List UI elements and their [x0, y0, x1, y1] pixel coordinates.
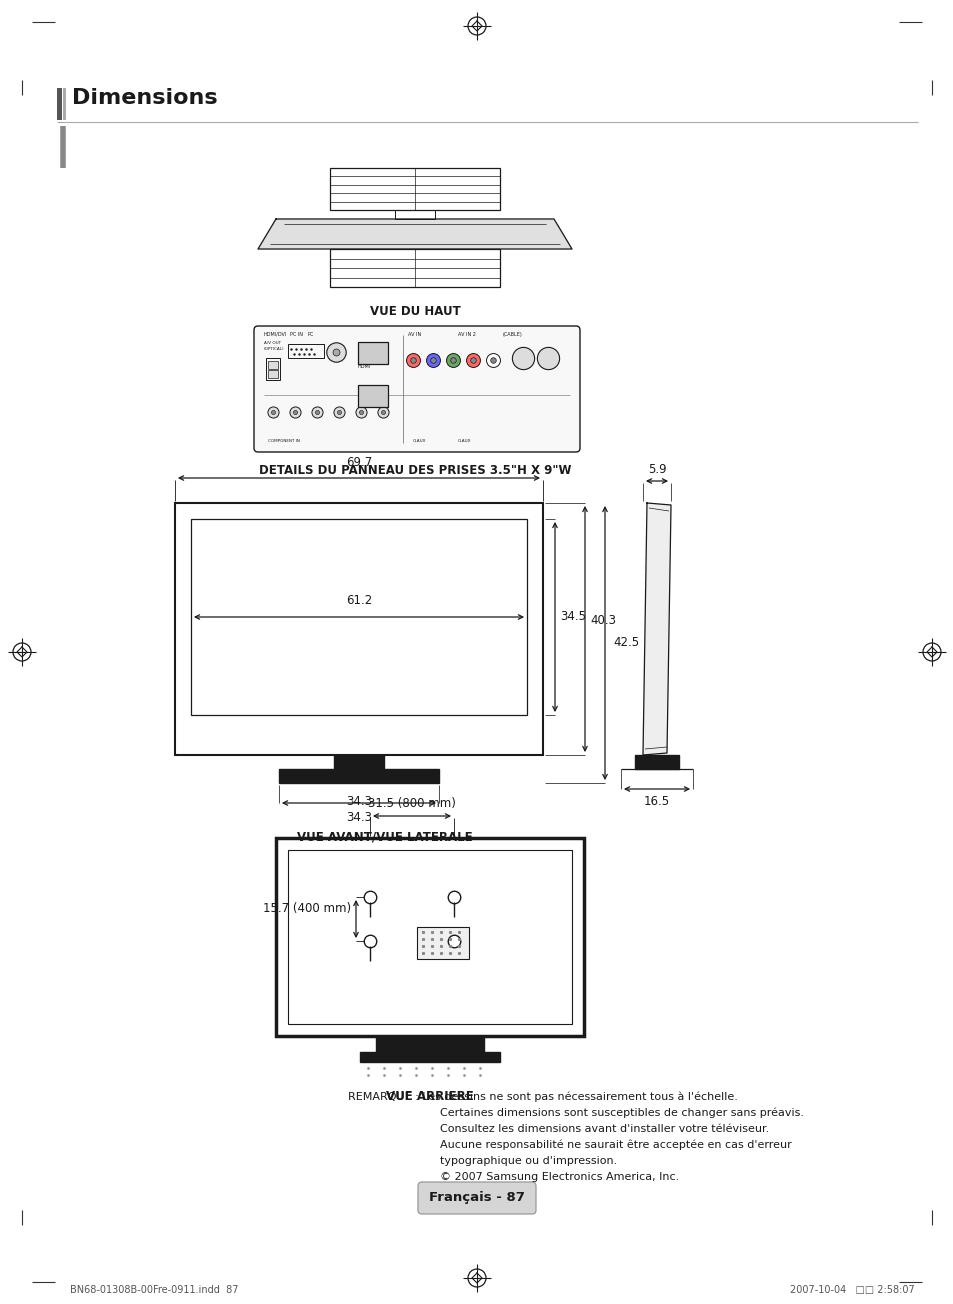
Bar — [191, 519, 526, 715]
Text: 16.5: 16.5 — [643, 795, 669, 808]
Bar — [330, 168, 499, 210]
Bar — [395, 210, 435, 219]
Bar — [57, 87, 62, 120]
Bar — [330, 249, 499, 287]
Bar — [357, 342, 388, 364]
Text: Dimensions: Dimensions — [71, 87, 217, 108]
Text: A/V OUT: A/V OUT — [264, 342, 281, 346]
Text: 42.5: 42.5 — [613, 636, 639, 649]
Bar — [334, 755, 384, 769]
Text: typographique ou d'impression.: typographique ou d'impression. — [439, 1157, 617, 1166]
Bar — [635, 755, 679, 769]
Text: Français - 87: Français - 87 — [429, 1192, 524, 1205]
Bar — [174, 503, 542, 755]
Bar — [288, 344, 324, 359]
Bar — [268, 370, 277, 378]
Text: 69.7: 69.7 — [346, 456, 372, 469]
Text: Certaines dimensions sont susceptibles de changer sans préavis.: Certaines dimensions sont susceptibles d… — [439, 1108, 803, 1119]
Text: Consultez les dimensions avant d'installer votre téléviseur.: Consultez les dimensions avant d'install… — [439, 1124, 768, 1134]
Polygon shape — [257, 219, 572, 249]
Text: HDMI: HDMI — [357, 364, 371, 369]
Bar — [266, 359, 280, 379]
Text: Aucune responsabilité ne saurait être acceptée en cas d'erreur: Aucune responsabilité ne saurait être ac… — [439, 1140, 791, 1150]
FancyBboxPatch shape — [253, 326, 579, 452]
Text: 2007-10-04   □□ 2:58:07: 2007-10-04 □□ 2:58:07 — [789, 1284, 914, 1295]
Text: O-AUX: O-AUX — [457, 439, 471, 443]
Text: HDMI/DVI: HDMI/DVI — [264, 333, 287, 336]
Bar — [278, 769, 438, 782]
FancyBboxPatch shape — [417, 1181, 536, 1214]
Bar — [375, 1035, 483, 1052]
Text: VUE DU HAUT: VUE DU HAUT — [369, 305, 460, 318]
Text: 40.3: 40.3 — [589, 614, 616, 627]
Bar — [359, 1052, 499, 1061]
Text: PC IN: PC IN — [290, 333, 303, 336]
Text: REMARQUE : Les dessins ne sont pas nécessairement tous à l'échelle.: REMARQUE : Les dessins ne sont pas néces… — [348, 1091, 737, 1102]
Bar — [357, 385, 388, 407]
Text: (CABLE): (CABLE) — [502, 333, 522, 336]
Text: © 2007 Samsung Electronics America, Inc.: © 2007 Samsung Electronics America, Inc. — [439, 1172, 679, 1181]
Text: O-AUX: O-AUX — [413, 439, 426, 443]
Text: VUE AVANT/VUE LATERALE: VUE AVANT/VUE LATERALE — [297, 831, 473, 844]
Bar — [416, 927, 469, 958]
Text: (OPTICAL): (OPTICAL) — [264, 347, 284, 351]
Text: 61.2: 61.2 — [346, 595, 372, 606]
Text: 31.5 (800 mm): 31.5 (800 mm) — [368, 797, 456, 810]
Bar — [268, 361, 277, 369]
Text: DETAILS DU PANNEAU DES PRISES 3.5"H X 9"W: DETAILS DU PANNEAU DES PRISES 3.5"H X 9"… — [258, 464, 571, 477]
Text: VUE ARRIERE: VUE ARRIERE — [386, 1090, 474, 1103]
Text: 34.3: 34.3 — [346, 811, 372, 824]
Text: PC: PC — [308, 333, 314, 336]
Polygon shape — [642, 503, 670, 755]
Bar — [288, 850, 572, 1024]
Bar — [63, 87, 66, 120]
Bar — [275, 838, 583, 1035]
Text: 34.5: 34.5 — [559, 610, 585, 623]
Text: 15.7 (400 mm): 15.7 (400 mm) — [263, 902, 351, 915]
Text: AV IN: AV IN — [408, 333, 421, 336]
Text: BN68-01308B-00Fre-0911.indd  87: BN68-01308B-00Fre-0911.indd 87 — [70, 1284, 238, 1295]
Text: 5.9: 5.9 — [647, 463, 665, 476]
Text: COMPONENT IN: COMPONENT IN — [268, 439, 299, 443]
Text: AV IN 2: AV IN 2 — [457, 333, 476, 336]
Text: 34.3: 34.3 — [346, 795, 372, 808]
